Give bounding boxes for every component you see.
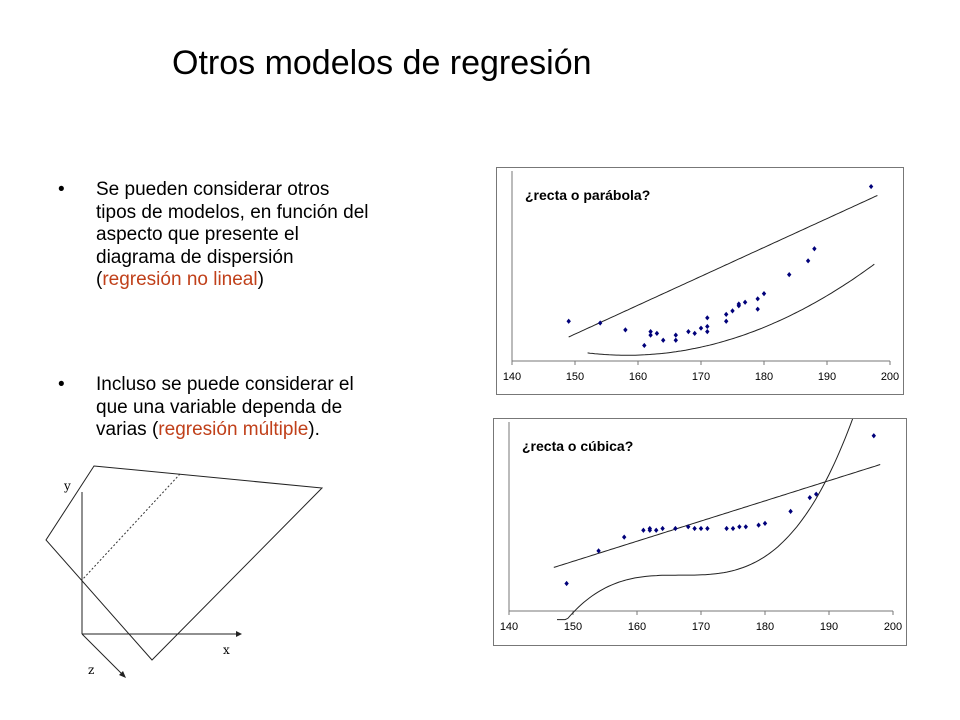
data-point xyxy=(698,525,704,532)
chart-title: ¿recta o cúbica? xyxy=(522,438,633,454)
bullet-line: Se pueden considerar otros xyxy=(96,179,330,200)
x-axis-label: x xyxy=(223,643,230,657)
regression-plane xyxy=(45,465,324,661)
bullet-line: tipos de modelos, en función del xyxy=(96,201,369,223)
data-point xyxy=(622,534,627,540)
x-tick-label: 200 xyxy=(884,621,902,633)
data-point xyxy=(673,525,678,532)
data-point xyxy=(692,330,697,336)
data-point xyxy=(705,329,710,335)
highlight-term: regresión múltiple xyxy=(158,419,309,440)
data-point xyxy=(742,299,748,305)
bullet-line: que una variable dependa de xyxy=(96,396,343,418)
data-point xyxy=(730,525,736,532)
x-tick-label: 190 xyxy=(818,371,836,383)
x-tick-label: 140 xyxy=(503,371,521,383)
data-point xyxy=(871,433,876,439)
data-point xyxy=(660,525,665,532)
z-axis-label: z xyxy=(88,663,94,677)
x-tick-label: 150 xyxy=(566,371,584,383)
x-tick-label: 150 xyxy=(564,621,582,633)
x-tick-label: 170 xyxy=(692,621,710,633)
x-tick-label: 190 xyxy=(820,621,838,633)
data-point xyxy=(756,522,761,528)
x-tick-label: 160 xyxy=(629,371,647,383)
data-point xyxy=(705,315,710,321)
data-point xyxy=(598,320,603,326)
data-point xyxy=(743,524,748,530)
x-tick-label: 140 xyxy=(500,621,518,633)
z-axis xyxy=(81,633,125,677)
data-point xyxy=(661,337,666,343)
chart-parabola: 140 150 160 170 180 190 200 ¿recta o parábola? xyxy=(496,167,904,395)
slide-title: Otros modelos de regresión xyxy=(172,44,592,82)
data-point xyxy=(724,318,729,324)
chart-title: ¿recta o parábola? xyxy=(525,187,650,203)
data-point xyxy=(564,580,569,587)
data-point xyxy=(788,508,793,514)
chart-cubic: 140 150 160 170 180 190 200 ¿recta o cúbica? xyxy=(493,418,907,646)
x-tick-label: 170 xyxy=(692,371,710,383)
linear-fit-line xyxy=(553,464,881,568)
data-point xyxy=(814,491,819,497)
data-point xyxy=(724,525,729,532)
bullet-text-fragment: ( xyxy=(96,269,103,290)
bullet-line: aspecto que presente el xyxy=(96,224,299,245)
data-point xyxy=(642,342,647,349)
highlight-term: regresión no lineal xyxy=(102,269,258,290)
data-point xyxy=(730,308,735,314)
chart-cubic-svg: 140 150 160 170 180 190 200 ¿recta o cúbica? xyxy=(500,419,902,633)
x-tick-label: 200 xyxy=(881,371,899,383)
bullet-marker: • xyxy=(58,179,65,200)
bullet-text: Se pueden considerar otros tipos de mode… xyxy=(96,179,369,292)
data-point xyxy=(807,495,812,501)
y-axis-label: y xyxy=(63,479,71,493)
bullet-text-fragment: ). xyxy=(308,419,320,440)
data-point xyxy=(787,272,792,278)
bullet-text-fragment: ) xyxy=(257,269,264,290)
data-point xyxy=(762,520,768,526)
data-point xyxy=(692,525,697,532)
data-point xyxy=(654,330,660,336)
data-point xyxy=(724,311,729,317)
regression-plane-diagram: y x z xyxy=(45,465,324,678)
data-point xyxy=(812,246,817,252)
data-point xyxy=(698,325,704,331)
chart-parabola-svg: 140 150 160 170 180 190 200 ¿recta o parábola? xyxy=(503,171,899,383)
data-point xyxy=(686,329,691,335)
x-tick-label: 180 xyxy=(756,621,774,633)
data-point xyxy=(737,524,742,530)
data-point xyxy=(566,318,571,324)
linear-fit-line xyxy=(568,195,878,338)
cubic-fit-line xyxy=(557,419,854,621)
data-point xyxy=(705,323,710,330)
data-point xyxy=(868,183,874,190)
quadratic-fit-line xyxy=(587,263,875,356)
data-point xyxy=(648,329,653,335)
data-point xyxy=(805,258,811,264)
data-point xyxy=(673,332,678,338)
data-point xyxy=(761,291,767,297)
data-point xyxy=(673,337,678,343)
bullet-line: diagrama de dispersión xyxy=(96,246,294,268)
bullet-line: Incluso se puede considerar el xyxy=(96,374,354,395)
data-point xyxy=(705,525,710,532)
data-point xyxy=(755,296,760,302)
data-point xyxy=(755,306,760,312)
x-tick-label: 180 xyxy=(755,371,773,383)
bullet-line: (regresión no lineal) xyxy=(96,269,369,292)
data-point xyxy=(623,327,628,333)
data-point xyxy=(641,527,646,533)
x-tick-label: 160 xyxy=(628,621,646,633)
bullet-marker: • xyxy=(58,374,65,395)
plane-intersection-line xyxy=(81,473,181,581)
data-point xyxy=(654,527,659,533)
bullet-line: varias (regresión múltiple). xyxy=(96,419,354,442)
x-axis-arrow xyxy=(236,631,242,637)
bullet-text-fragment: varias ( xyxy=(96,419,159,440)
z-axis-arrow xyxy=(119,671,126,678)
bullet-text: Incluso se puede considerar el que una v… xyxy=(96,374,354,442)
